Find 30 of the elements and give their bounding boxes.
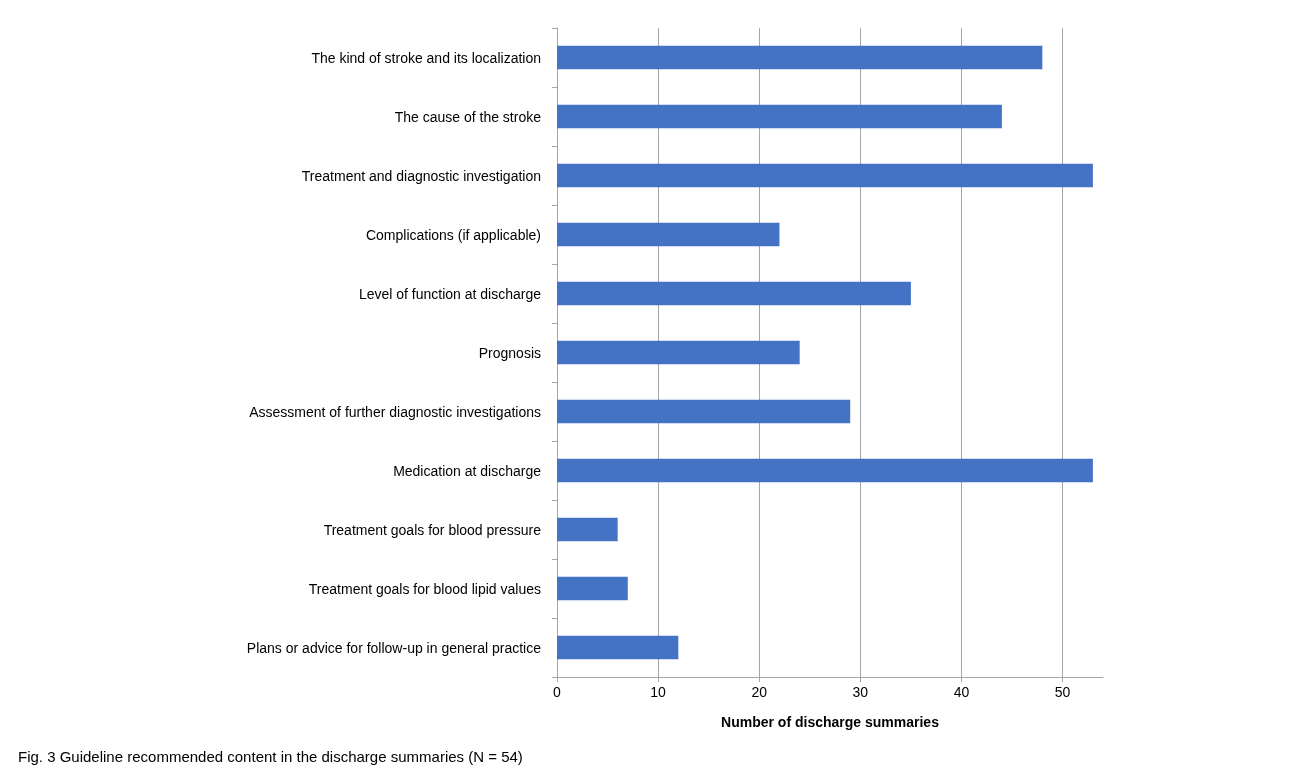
y-tick-label: Level of function at discharge	[358, 285, 542, 302]
bar	[557, 45, 1043, 70]
bar	[557, 635, 679, 660]
y-tick-label: Treatment goals for blood lipid values	[308, 580, 541, 597]
x-tick-label: 0	[553, 684, 562, 700]
bar	[557, 340, 800, 365]
x-tick-label: 40	[953, 684, 970, 700]
y-tick-label: The cause of the stroke	[394, 108, 542, 125]
x-tick-label: 10	[650, 684, 667, 700]
bar	[557, 104, 1002, 129]
y-tick-label: Treatment goals for blood pressure	[323, 521, 542, 538]
bar	[557, 222, 780, 247]
x-tick-label: 50	[1054, 684, 1071, 700]
x-axis-title: Number of discharge summaries	[721, 714, 940, 730]
bar	[557, 399, 851, 424]
x-tick-label: 30	[852, 684, 869, 700]
bar	[557, 458, 1093, 483]
y-tick-label: Prognosis	[478, 344, 541, 361]
y-tick-label: Medication at discharge	[393, 462, 542, 479]
bar	[557, 576, 628, 601]
caption: Fig. 3 Guideline recommended content in the discharge summaries (N = 54)	[18, 748, 523, 765]
y-tick-label: The kind of stroke and its localization	[311, 49, 541, 66]
y-tick-label: Treatment and diagnostic investigation	[301, 167, 541, 184]
x-tick-label: 20	[751, 684, 768, 700]
y-tick-label: Assessment of further diagnostic investigations	[249, 403, 541, 420]
bar	[557, 281, 911, 306]
y-tick-label: Plans or advice for follow-up in general practice	[246, 639, 542, 656]
y-tick-label: Complications (if applicable)	[365, 226, 541, 243]
bar	[557, 517, 618, 542]
bar	[557, 163, 1093, 188]
